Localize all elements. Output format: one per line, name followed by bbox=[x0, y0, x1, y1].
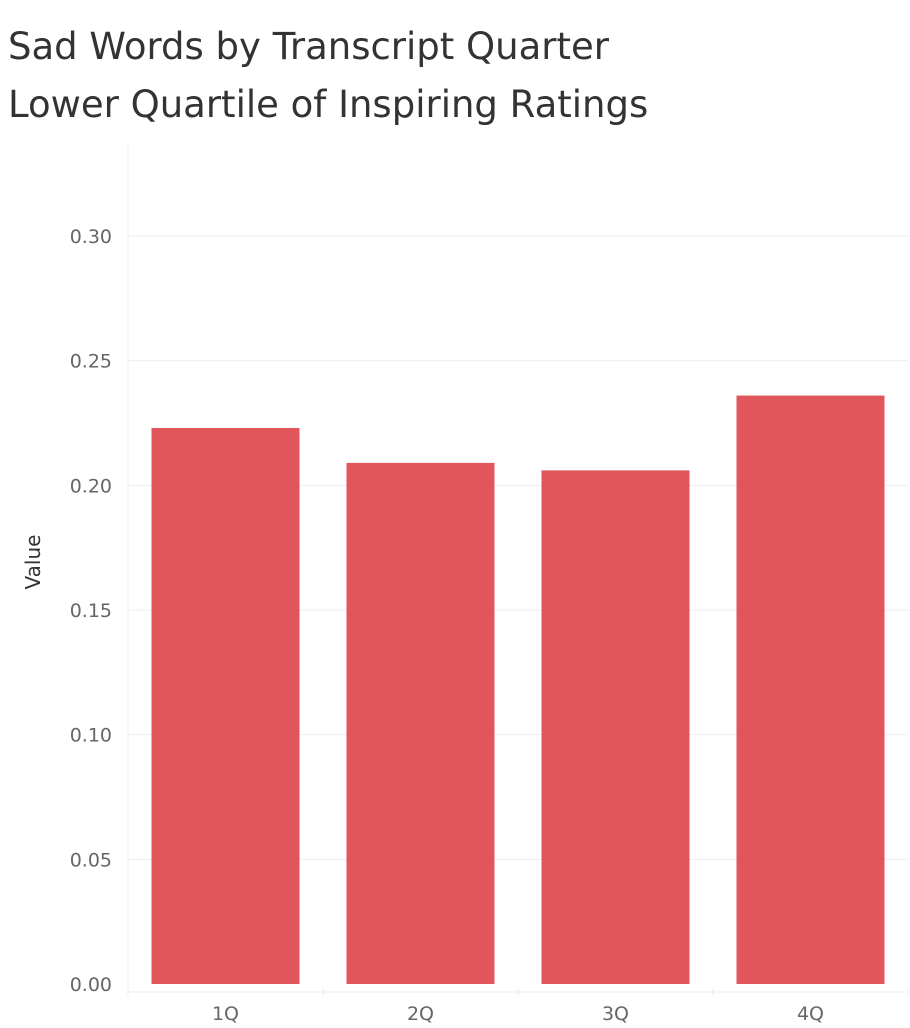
y-tick-label: 0.10 bbox=[70, 725, 112, 747]
x-axis-ticks: 1Q 2Q 3Q 4Q bbox=[212, 1003, 824, 1025]
bar-2q bbox=[346, 462, 495, 985]
x-tick-label: 4Q bbox=[797, 1003, 824, 1025]
bar-3q bbox=[541, 470, 690, 985]
bar-1q bbox=[151, 427, 300, 984]
y-tick-label: 0.30 bbox=[70, 226, 112, 248]
y-axis-ticks: 0.00 0.05 0.10 0.15 0.20 0.25 0.30 bbox=[70, 226, 112, 996]
y-tick-label: 0.20 bbox=[70, 475, 112, 497]
y-tick-label: 0.00 bbox=[70, 974, 112, 996]
chart-title: Sad Words by Transcript Quarter Lower Qu… bbox=[8, 18, 648, 134]
chart-title-line-2: Lower Quartile of Inspiring Ratings bbox=[8, 83, 649, 126]
y-tick-label: 0.05 bbox=[70, 849, 112, 871]
y-tick-label: 0.15 bbox=[70, 600, 112, 622]
y-axis-title: Value bbox=[21, 535, 45, 590]
bars bbox=[151, 395, 885, 985]
y-tick-label: 0.25 bbox=[70, 351, 112, 373]
bar-4q bbox=[736, 395, 885, 984]
x-tick-label: 1Q bbox=[212, 1003, 239, 1025]
chart-title-line-1: Sad Words by Transcript Quarter bbox=[8, 25, 609, 68]
x-tick-label: 3Q bbox=[602, 1003, 629, 1025]
x-tick-label: 2Q bbox=[407, 1003, 434, 1025]
